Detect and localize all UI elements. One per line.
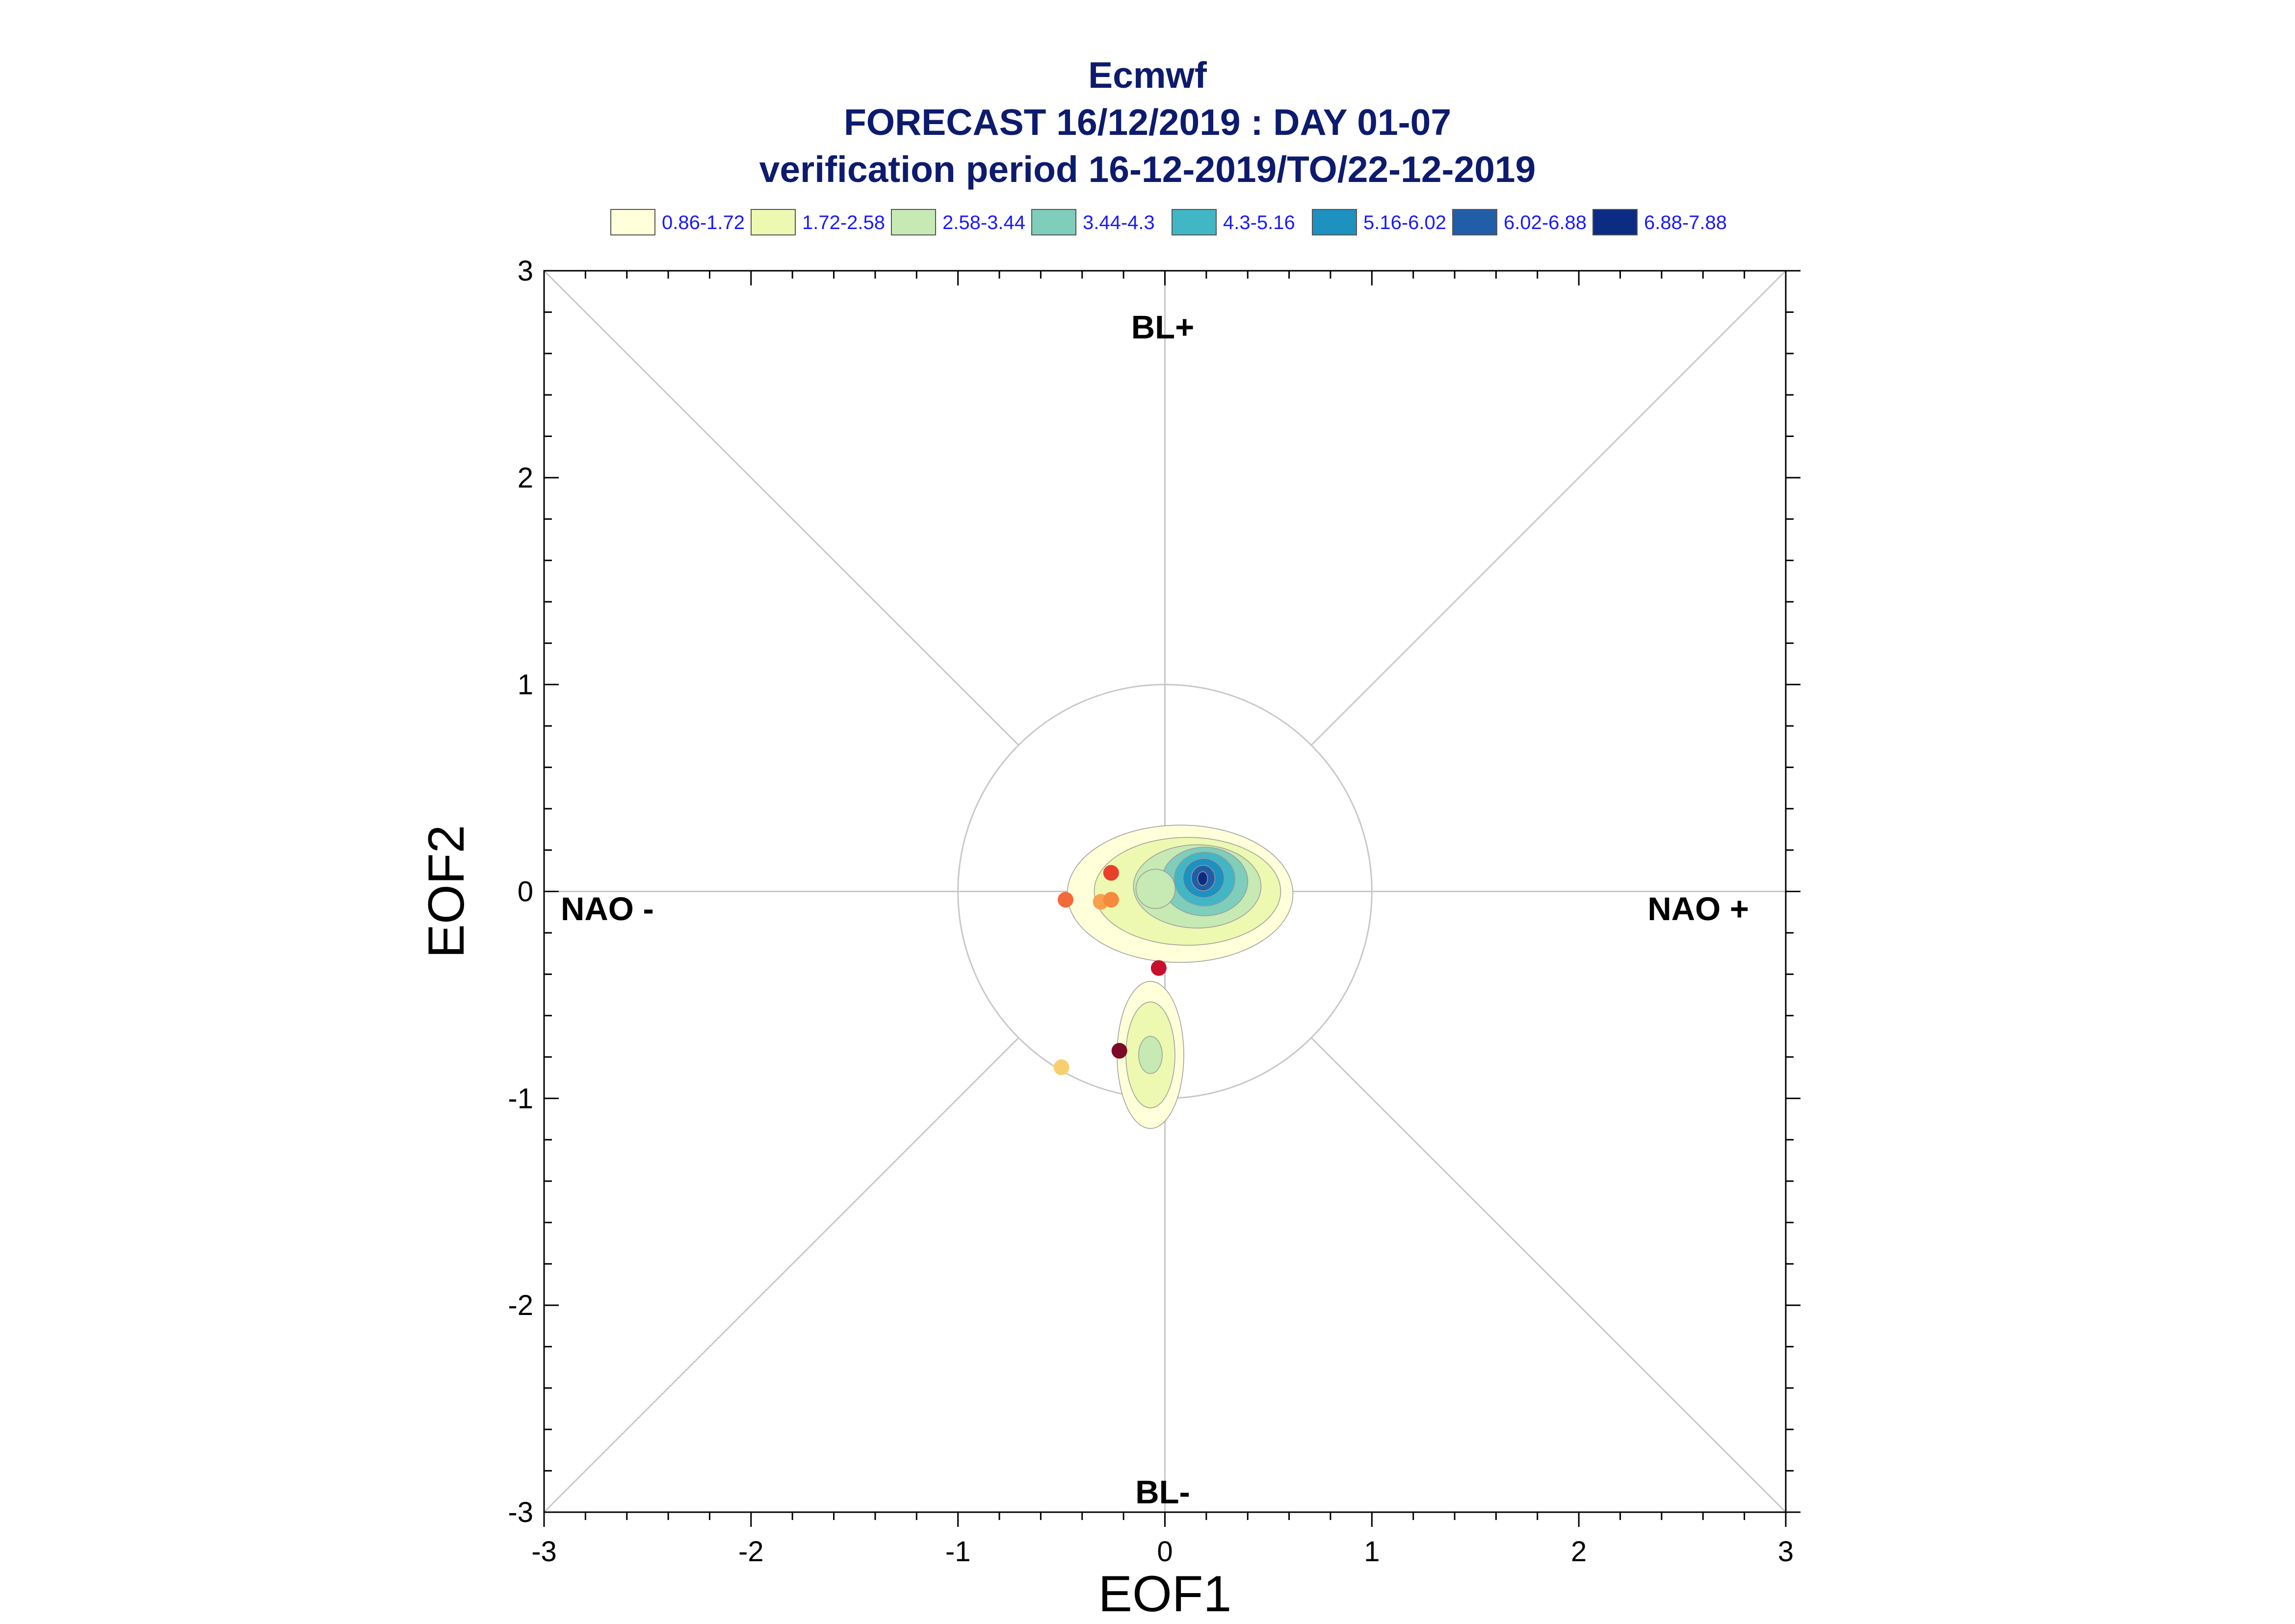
data-point (1150, 960, 1167, 976)
legend-swatch (751, 209, 796, 235)
legend-label: 1.72-2.58 (802, 212, 885, 233)
legend-label: 5.16-6.02 (1363, 212, 1446, 233)
density-contour (1197, 871, 1208, 886)
legend-swatch (1452, 209, 1497, 235)
legend-swatch (1031, 209, 1076, 235)
legend-swatch (1172, 209, 1217, 235)
y-tick-label: 2 (518, 462, 533, 494)
legend-swatch (1592, 209, 1638, 235)
axis-ticks (543, 270, 1800, 1527)
data-point (1058, 892, 1074, 908)
y-tick-label: 1 (518, 669, 533, 701)
diagonal-line (543, 270, 1019, 746)
chart-title: Ecmwf FORECAST 16/12/2019 : DAY 01-07 ve… (0, 52, 2295, 193)
regime-label-bl-plus: BL+ (1131, 309, 1194, 346)
density-contour (1138, 1035, 1163, 1074)
data-points (1053, 865, 1167, 1076)
regime-label-nao-plus: NAO + (1647, 891, 1749, 928)
legend: 0.86-1.72 1.72-2.58 2.58-3.44 3.44-4.3 4.3-5… (610, 209, 1727, 235)
regime-label-bl-minus: BL- (1135, 1474, 1190, 1511)
y-tick-label: -1 (508, 1083, 533, 1114)
legend-label: 6.02-6.88 (1504, 212, 1587, 233)
data-point (1103, 865, 1119, 881)
x-tick-label: -2 (738, 1536, 764, 1568)
legend-swatch (610, 209, 655, 235)
x-tick-label: 2 (1571, 1536, 1587, 1568)
x-tick-label: -3 (531, 1536, 557, 1568)
title-line-3: verification period 16-12-2019/TO/22-12-… (759, 149, 1536, 190)
y-tick-label: -2 (508, 1289, 533, 1321)
x-tick-label: 3 (1778, 1536, 1794, 1568)
x-tick-label: 1 (1364, 1536, 1380, 1568)
y-axis-title: EOF2 (418, 825, 475, 958)
legend-label: 0.86-1.72 (662, 212, 745, 233)
legend-label: 6.88-7.88 (1644, 212, 1727, 233)
diagonal-line (1310, 270, 1787, 746)
diagonal-line (543, 1037, 1019, 1513)
data-point (1053, 1059, 1069, 1076)
x-axis-title: EOF1 (1098, 1566, 1232, 1623)
legend-label: 3.44-4.3 (1083, 212, 1155, 233)
legend-label: 4.3-5.16 (1223, 212, 1295, 233)
regime-label-nao-minus: NAO - (561, 891, 654, 928)
density-contours (1067, 825, 1294, 1129)
y-tick-label: -3 (508, 1496, 533, 1528)
y-tick-label: 0 (518, 876, 533, 908)
density-contour (1135, 869, 1176, 909)
title-line-2: FORECAST 16/12/2019 : DAY 01-07 (843, 102, 1452, 143)
legend-swatch (1312, 209, 1357, 235)
y-tick-label: 3 (518, 255, 533, 287)
x-tick-label: -1 (945, 1536, 971, 1568)
x-tick-label: 0 (1157, 1536, 1173, 1568)
data-point (1111, 1043, 1127, 1059)
legend-label: 2.58-3.44 (942, 212, 1025, 233)
legend-swatch (891, 209, 936, 235)
data-point (1103, 892, 1119, 908)
axis-labels: -3 -2 -1 0 1 2 3 -3 -2 -1 0 1 2 3 EOF1 EOF2 (418, 255, 1794, 1623)
title-line-1: Ecmwf (1088, 54, 1207, 96)
diagonal-line (1310, 1037, 1787, 1513)
